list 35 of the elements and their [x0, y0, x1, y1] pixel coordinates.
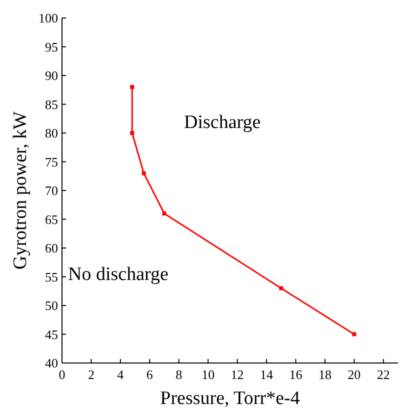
y-tick-label: 95	[45, 39, 58, 54]
y-tick-label: 100	[38, 10, 58, 26]
x-tick-label: 22	[376, 367, 390, 382]
x-tick-label: 16	[289, 367, 303, 382]
point	[162, 212, 166, 216]
y-tick-label: 60	[45, 240, 58, 256]
y-tick-label: 55	[45, 269, 58, 284]
point	[130, 85, 134, 89]
annotation: No discharge	[68, 264, 168, 285]
y-tick-label: 70	[45, 183, 58, 198]
x-tick-label: 12	[230, 367, 244, 382]
x-tick-label: 4	[117, 367, 124, 382]
point	[142, 171, 146, 176]
y-tick-label: 80	[45, 126, 58, 140]
y-tick-label: 75	[45, 154, 58, 170]
point	[130, 131, 134, 135]
y-tick-label: 65	[45, 212, 58, 227]
annotation: Discharge	[184, 112, 261, 133]
y-axis-title: Gyrotron power, kW	[10, 111, 31, 270]
x-tick-label: 2	[88, 367, 94, 382]
x-tick-label: 18	[318, 367, 332, 382]
y-tick-label: 50	[45, 298, 58, 313]
x-tick-label: 14	[260, 367, 274, 382]
y-tick-label: 45	[45, 326, 58, 342]
x-tick-label: 10	[202, 367, 215, 382]
x-tick-label: 20	[348, 367, 361, 382]
x-tick-label: 6	[146, 367, 154, 382]
y-tick-label: 40	[45, 356, 58, 370]
y-tick-label: 85	[45, 96, 58, 112]
point	[352, 332, 356, 336]
x-tick-label: 0	[58, 367, 66, 382]
x-axis-title: Pressure, Torr*e-4	[160, 388, 300, 409]
x-tick-label: 8	[176, 367, 182, 382]
point	[279, 286, 284, 290]
y-tick-label: 90	[45, 68, 58, 83]
